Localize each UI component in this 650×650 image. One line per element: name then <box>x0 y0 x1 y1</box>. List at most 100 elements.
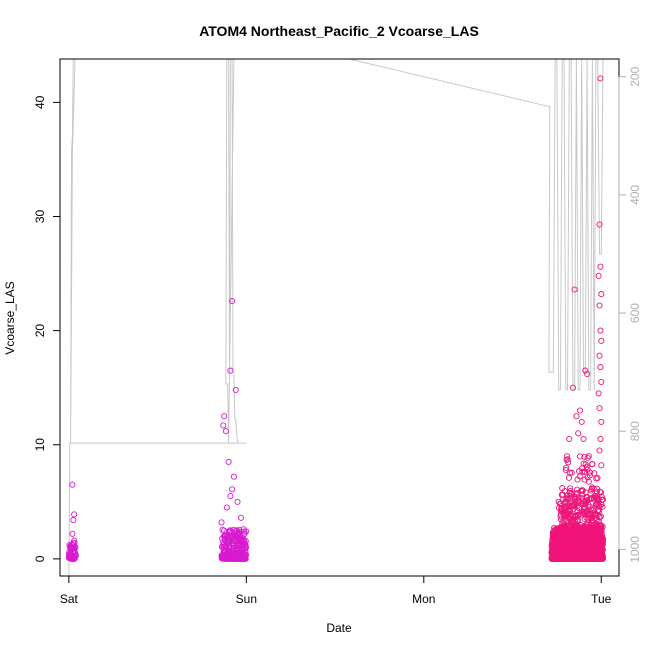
data-point <box>581 453 588 460</box>
y2-tick-label: 200 <box>628 66 642 86</box>
data-point <box>596 221 603 228</box>
data-point <box>71 537 78 544</box>
data-point <box>555 528 563 535</box>
y-tick-label: 20 <box>33 324 47 338</box>
data-point <box>589 484 596 491</box>
data-point <box>224 538 231 545</box>
pressure-line <box>68 58 604 577</box>
data-point <box>574 513 581 520</box>
data-point <box>587 469 594 476</box>
data-point <box>237 555 244 562</box>
data-point <box>583 551 590 558</box>
data-point <box>598 337 605 344</box>
data-point <box>233 551 240 558</box>
y2-axis: 200 400 600 800 1000 <box>618 66 642 563</box>
data-point <box>580 500 587 507</box>
data-point <box>574 550 581 558</box>
data-point <box>596 447 603 454</box>
data-point <box>591 492 598 499</box>
data-point <box>597 435 604 443</box>
data-point <box>597 513 604 520</box>
data-point <box>568 469 575 476</box>
data-point <box>584 531 591 538</box>
data-point <box>593 521 600 528</box>
data-point <box>589 547 596 554</box>
data-points-layer <box>65 75 607 562</box>
data-point <box>563 531 570 538</box>
data-point <box>557 511 564 518</box>
data-point <box>597 364 604 371</box>
data-point <box>576 532 583 540</box>
data-point <box>576 453 583 460</box>
data-point <box>573 413 580 420</box>
data-point <box>598 291 605 298</box>
data-point <box>562 466 569 473</box>
data-point <box>596 522 603 529</box>
data-point <box>68 553 75 560</box>
data-point <box>583 508 590 515</box>
data-point <box>563 453 571 460</box>
data-point <box>568 490 575 497</box>
data-point <box>571 513 578 520</box>
data-point <box>595 518 602 525</box>
data-point <box>578 418 585 425</box>
data-point <box>579 487 586 494</box>
y-tick-label: 40 <box>33 95 47 109</box>
data-point <box>225 532 232 539</box>
y-tick-label: 10 <box>33 438 47 452</box>
data-point <box>563 495 570 502</box>
data-point <box>596 302 603 309</box>
y2-tick-label: 600 <box>628 303 642 323</box>
x-tick-label: Sat <box>60 592 79 606</box>
data-point <box>223 552 230 560</box>
data-point <box>595 390 602 397</box>
data-point <box>599 543 606 550</box>
data-point <box>587 531 594 538</box>
data-point <box>234 498 241 505</box>
data-point <box>598 462 605 469</box>
data-point <box>563 464 570 471</box>
data-point <box>585 453 592 460</box>
data-point <box>229 549 237 556</box>
data-point <box>589 461 596 468</box>
data-point <box>237 514 245 521</box>
y-axis-label: Vcoarse_LAS <box>3 281 17 354</box>
data-point <box>592 546 599 553</box>
data-point <box>68 551 75 558</box>
data-point <box>596 537 603 544</box>
data-point <box>69 481 76 488</box>
data-point <box>594 533 601 541</box>
data-point <box>580 435 587 443</box>
data-point <box>564 456 571 463</box>
x-axis: Sat Sun Mon Tue <box>60 575 612 606</box>
data-point <box>594 507 601 514</box>
data-point <box>565 474 573 481</box>
chart-title: ATOM4 Northeast_Pacific_2 Vcoarse_LAS <box>199 23 479 39</box>
x-tick-label: Sun <box>236 592 257 606</box>
data-point <box>584 370 591 378</box>
data-point <box>242 544 249 551</box>
x-axis-label: Date <box>326 621 352 635</box>
data-point <box>229 532 236 539</box>
data-point <box>569 384 576 391</box>
data-point <box>560 544 567 551</box>
data-point <box>567 537 575 544</box>
data-point <box>555 525 562 532</box>
data-point <box>243 528 250 535</box>
data-point <box>596 352 603 359</box>
data-point <box>590 555 597 562</box>
data-point <box>559 485 566 492</box>
data-point <box>558 491 566 498</box>
data-point <box>589 539 596 546</box>
data-point <box>576 407 584 414</box>
data-point <box>567 485 574 492</box>
data-point <box>70 517 77 524</box>
data-point <box>572 523 579 530</box>
data-point <box>584 555 591 562</box>
data-point <box>67 543 74 550</box>
data-point <box>594 555 601 562</box>
data-point <box>597 263 604 270</box>
data-point <box>596 488 604 495</box>
data-point <box>576 468 583 475</box>
